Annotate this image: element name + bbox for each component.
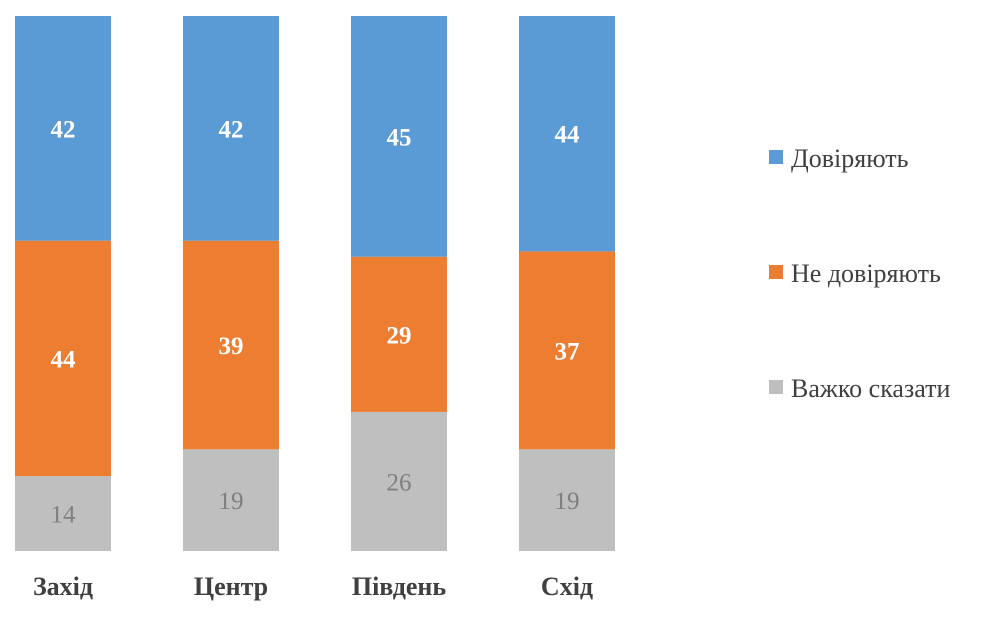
bar-segment-series-1-cat-4 xyxy=(519,16,615,252)
data-labels-group: 14 44 42 19 39 42 26 29 45 19 37 44 xyxy=(51,116,581,528)
category-label: Центр xyxy=(194,572,268,601)
data-label-series-3-cat-4: 19 xyxy=(555,488,580,515)
bar-segment-series-2-cat-1 xyxy=(15,240,111,477)
data-label-series-1-cat-3: 45 xyxy=(387,124,412,151)
bar-segment-series-3-cat-4 xyxy=(519,449,615,551)
bar-segment-series-1-cat-3 xyxy=(351,16,447,257)
bar-segment-series-3-cat-3 xyxy=(351,411,447,551)
legend-swatch-series-2 xyxy=(769,265,783,279)
bar-segment-series-2-cat-4 xyxy=(519,251,615,450)
data-label-series-3-cat-3: 26 xyxy=(387,469,412,496)
category-label: Південь xyxy=(352,572,447,601)
legend-swatch-series-1 xyxy=(769,150,783,164)
legend-label-series-1: Довіряють xyxy=(791,144,909,173)
bar-segment-series-1-cat-1 xyxy=(15,16,111,241)
bar-segment-series-1-cat-2 xyxy=(183,16,279,241)
bars-group xyxy=(15,16,615,551)
bar-segment-series-2-cat-2 xyxy=(183,240,279,450)
bar-segment-series-2-cat-3 xyxy=(351,256,447,412)
category-axis-labels: Захід Центр Південь Схід xyxy=(33,572,593,601)
legend: Довіряють Не довіряють Важко сказати xyxy=(769,144,950,403)
category-label: Захід xyxy=(33,572,93,601)
data-label-series-3-cat-1: 14 xyxy=(51,502,77,529)
data-label-series-2-cat-4: 37 xyxy=(555,338,580,365)
data-label-series-3-cat-2: 19 xyxy=(219,488,244,515)
data-label-series-2-cat-2: 39 xyxy=(219,333,244,360)
category-label: Схід xyxy=(541,572,593,601)
legend-label-series-3: Важко сказати xyxy=(791,374,950,403)
bar-segment-series-3-cat-1 xyxy=(15,476,111,551)
legend-label-series-2: Не довіряють xyxy=(791,259,941,288)
data-label-series-2-cat-3: 29 xyxy=(387,322,412,349)
data-label-series-2-cat-1: 44 xyxy=(51,346,77,373)
data-label-series-1-cat-2: 42 xyxy=(219,116,244,143)
data-label-series-1-cat-1: 42 xyxy=(51,116,76,143)
legend-swatch-series-3 xyxy=(769,380,783,394)
data-label-series-1-cat-4: 44 xyxy=(555,122,581,149)
bar-segment-series-3-cat-2 xyxy=(183,449,279,551)
